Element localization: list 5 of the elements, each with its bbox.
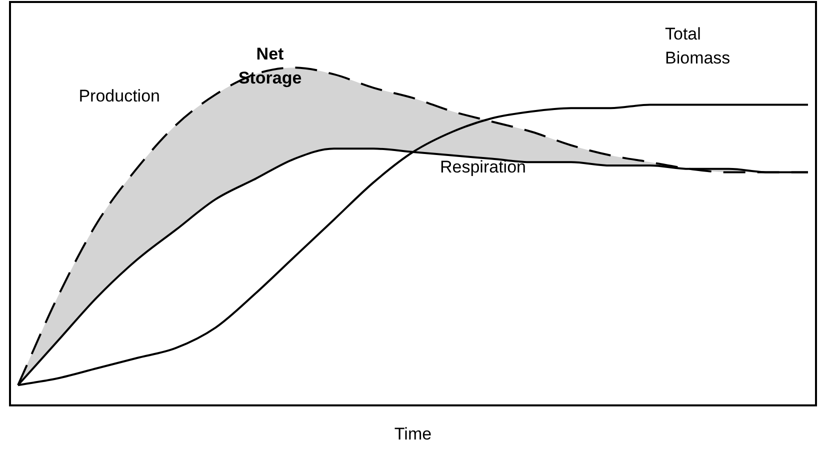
series-label: Respiration xyxy=(440,158,526,177)
text: Total Biomass xyxy=(665,24,730,68)
series-label: Production xyxy=(78,86,160,106)
annotation: Net Storage xyxy=(238,44,302,88)
x-axis-title: Time xyxy=(394,424,432,444)
